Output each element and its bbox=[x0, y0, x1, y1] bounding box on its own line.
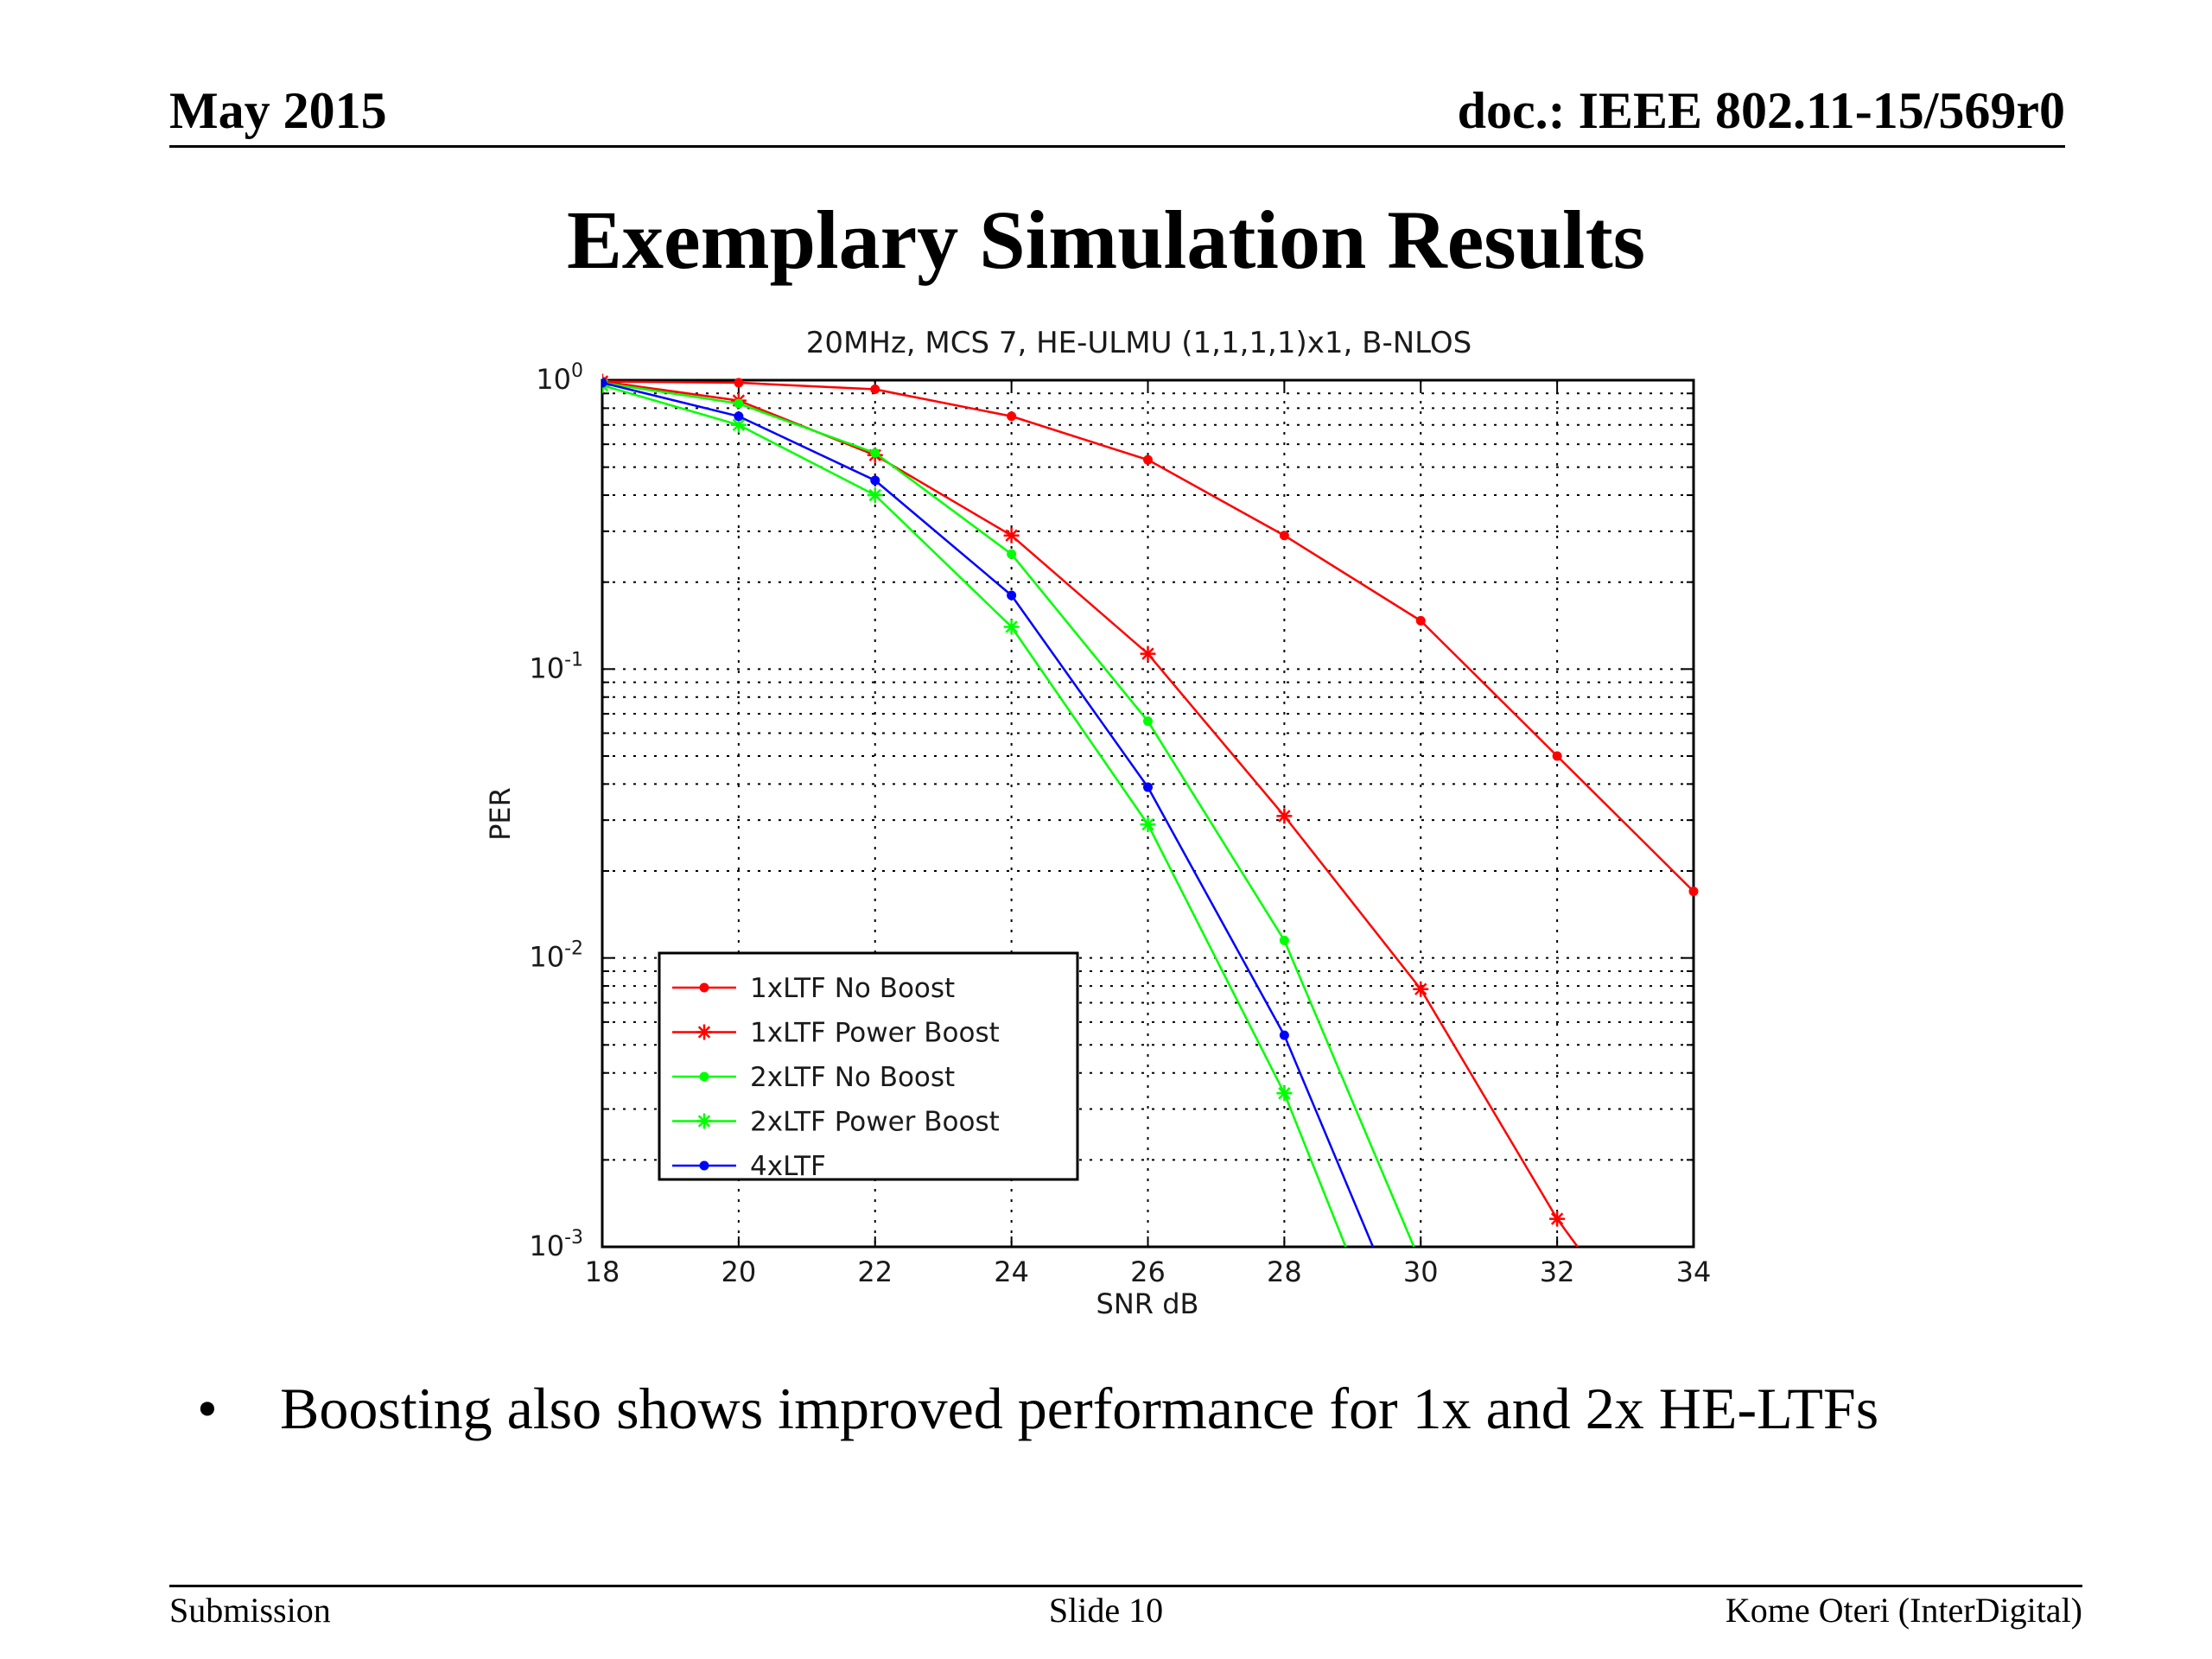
data-point bbox=[1143, 782, 1153, 792]
data-point bbox=[1415, 615, 1426, 626]
data-point bbox=[1007, 590, 1017, 601]
legend-label: 2xLTF No Boost bbox=[750, 1062, 955, 1093]
data-point bbox=[734, 398, 744, 409]
data-point bbox=[602, 378, 607, 388]
y-tick-exponent: -1 bbox=[564, 649, 583, 671]
data-point bbox=[1688, 887, 1699, 897]
data-point bbox=[1003, 527, 1020, 543]
y-tick-exponent: -3 bbox=[564, 1227, 583, 1249]
legend-swatch-marker bbox=[696, 1113, 712, 1129]
x-tick-label: 22 bbox=[857, 1255, 893, 1288]
series-layer bbox=[602, 373, 1699, 1247]
x-tick-label: 18 bbox=[585, 1255, 620, 1288]
legend: 1xLTF No Boost 1xLTF Power Boost 2xLTF No … bbox=[658, 951, 1079, 1182]
slide-title: Exemplary Simulation Results bbox=[566, 194, 1646, 286]
footer-rule bbox=[169, 1585, 2082, 1587]
data-point bbox=[1276, 1085, 1293, 1102]
data-point bbox=[867, 487, 883, 504]
bullet-marker: • bbox=[197, 1376, 218, 1441]
y-tick-base: 10 bbox=[529, 652, 564, 684]
legend-swatch-marker bbox=[699, 1071, 709, 1082]
y-tick-label: 10-3 bbox=[529, 1227, 583, 1262]
legend-label: 4xLTF bbox=[750, 1151, 826, 1182]
x-tick-label: 24 bbox=[994, 1255, 1029, 1288]
data-point bbox=[1279, 935, 1289, 945]
data-point bbox=[870, 475, 880, 486]
header-doc-id: doc.: IEEE 802.11-15/569r0 bbox=[1457, 82, 2065, 139]
data-point bbox=[1413, 981, 1429, 997]
data-point bbox=[734, 411, 744, 422]
x-tick-label: 28 bbox=[1267, 1255, 1302, 1288]
data-point bbox=[870, 385, 880, 395]
y-tick-exponent: 0 bbox=[571, 360, 583, 382]
legend-item: 1xLTF Power Boost bbox=[672, 1018, 1000, 1049]
data-point bbox=[1143, 716, 1153, 727]
data-point bbox=[1549, 1211, 1566, 1227]
data-point bbox=[1140, 645, 1156, 662]
data-point bbox=[1279, 531, 1289, 541]
bullet-text: Boosting also shows improved performance… bbox=[280, 1376, 1879, 1441]
series-2xltf-power-boost bbox=[602, 377, 1347, 1247]
data-point bbox=[1143, 454, 1153, 465]
y-tick-base: 10 bbox=[529, 941, 564, 974]
legend-item: 2xLTF No Boost bbox=[672, 1062, 955, 1093]
legend-item: 4xLTF bbox=[672, 1151, 826, 1182]
y-tick-label: 10-1 bbox=[529, 649, 583, 684]
x-tick-label: 26 bbox=[1130, 1255, 1166, 1288]
y-tick-label: 100 bbox=[536, 360, 583, 396]
data-point bbox=[1140, 817, 1156, 833]
x-tick-label: 32 bbox=[1540, 1255, 1575, 1288]
data-point bbox=[1007, 411, 1017, 422]
series-4xltf bbox=[602, 378, 1375, 1247]
data-point bbox=[1279, 1030, 1289, 1040]
x-axis-label: SNR dB bbox=[1096, 1287, 1199, 1320]
legend-item: 2xLTF Power Boost bbox=[672, 1107, 1000, 1138]
per-chart: 20MHz, MCS 7, HE-ULMU (1,1,1,1)x1, B-NLO… bbox=[484, 326, 1711, 1320]
footer-slide-number: Slide 10 bbox=[1048, 1591, 1164, 1630]
y-tick-base: 10 bbox=[536, 363, 571, 396]
chart-title: 20MHz, MCS 7, HE-ULMU (1,1,1,1)x1, B-NLO… bbox=[806, 326, 1471, 360]
legend-item: 1xLTF No Boost bbox=[672, 973, 955, 1004]
footer-submission: Submission bbox=[169, 1591, 331, 1630]
data-point bbox=[734, 378, 744, 388]
data-point bbox=[1007, 549, 1017, 559]
data-point bbox=[870, 448, 880, 458]
x-tick-label: 30 bbox=[1403, 1255, 1439, 1288]
footer-author: Kome Oteri (InterDigital) bbox=[1725, 1591, 2082, 1630]
legend-label: 2xLTF Power Boost bbox=[750, 1107, 1000, 1138]
y-tick-base: 10 bbox=[529, 1230, 564, 1262]
legend-swatch-marker bbox=[699, 1160, 709, 1171]
y-axis-label: PER bbox=[484, 787, 517, 841]
legend-label: 1xLTF No Boost bbox=[750, 973, 955, 1004]
legend-box bbox=[658, 951, 1079, 1181]
header-rule bbox=[169, 145, 2065, 148]
x-tick-label: 34 bbox=[1676, 1255, 1712, 1288]
x-tick-label: 20 bbox=[721, 1255, 757, 1288]
legend-label: 1xLTF Power Boost bbox=[750, 1018, 1000, 1049]
data-point bbox=[1552, 751, 1562, 761]
y-tick-label: 10-2 bbox=[529, 938, 583, 974]
y-tick-exponent: -2 bbox=[564, 938, 583, 960]
legend-swatch-marker bbox=[699, 982, 709, 993]
data-point bbox=[1276, 808, 1293, 824]
data-point bbox=[1003, 619, 1020, 635]
header-date: May 2015 bbox=[169, 82, 387, 139]
legend-swatch-marker bbox=[696, 1024, 712, 1040]
